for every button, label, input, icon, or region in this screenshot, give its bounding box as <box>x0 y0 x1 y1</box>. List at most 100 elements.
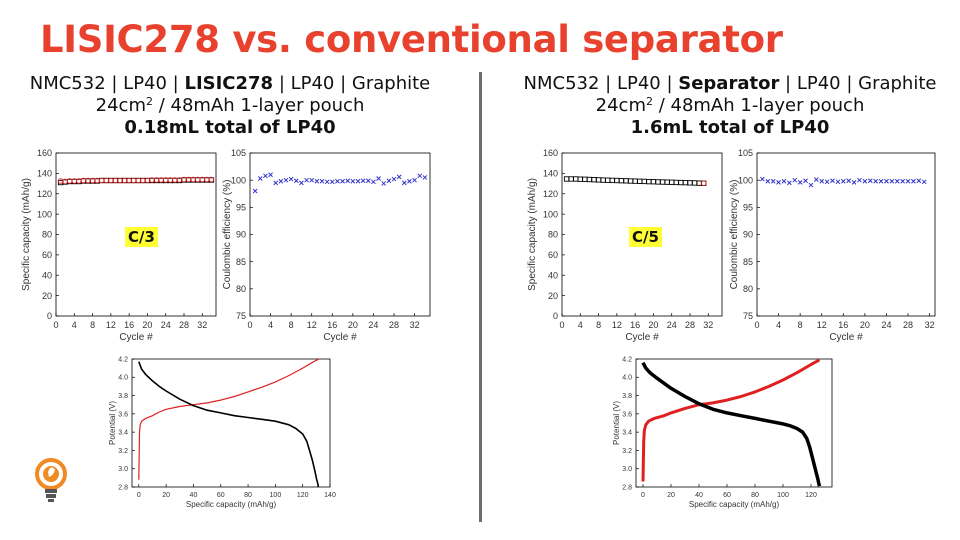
left-rate-label: C/3 <box>125 227 158 247</box>
data-point <box>646 178 652 185</box>
y-axis-label: Specific capacity (mAh/g) <box>21 178 32 291</box>
x-tick-label: 32 <box>410 320 420 330</box>
plot-frame <box>756 152 936 317</box>
x-tick-label: 60 <box>723 492 731 499</box>
data-point <box>803 178 808 184</box>
x-axis-label: Cycle # <box>119 332 153 343</box>
x-tick-label: 0 <box>53 320 58 330</box>
data-point <box>687 180 693 186</box>
data-point <box>273 180 279 186</box>
y-tick-label: 20 <box>42 291 52 301</box>
data-point <box>345 178 351 184</box>
x-tick-label: 4 <box>578 320 583 330</box>
data-point <box>396 174 402 180</box>
left-electrolyte: 0.18mL total of LP40 <box>124 117 336 138</box>
data-point <box>884 178 889 184</box>
x-tick-label: 80 <box>244 492 252 499</box>
data-point <box>208 176 215 183</box>
plot-frame <box>635 358 833 488</box>
series-line <box>138 358 320 480</box>
x-tick-label: 0 <box>247 320 252 330</box>
x-axis-label: Specific capacity (mAh/g) <box>689 500 780 509</box>
y-tick-label: 90 <box>236 230 246 240</box>
data-point <box>605 177 611 183</box>
y-tick-label: 120 <box>37 189 52 199</box>
data-point <box>623 178 629 184</box>
data-point <box>376 176 381 181</box>
data-point <box>126 177 132 184</box>
y-tick-label: 75 <box>743 311 753 321</box>
y-tick-label: 3.8 <box>622 393 632 400</box>
data-point <box>787 180 792 186</box>
y-tick-label: 100 <box>231 175 246 185</box>
x-tick-label: 24 <box>667 320 677 330</box>
y-tick-label: 3.0 <box>622 466 632 473</box>
x-tick-label: 4 <box>268 320 273 330</box>
x-tick-label: 20 <box>860 320 870 330</box>
x-tick-label: 8 <box>596 320 601 330</box>
left-cell-header: NMC532 | LP40 | LISIC278 | LP40 | Graphi… <box>0 73 460 139</box>
data-point <box>98 177 105 184</box>
y-tick-label: 2.8 <box>622 484 632 491</box>
data-point <box>862 178 868 184</box>
right-cell-stack: NMC532 | LP40 | Separator | LP40 | Graph… <box>523 73 937 94</box>
x-tick-label: 12 <box>106 320 116 330</box>
left-voltage-chart: 0 20 40 60 80 100 120 140 2.8 3.0 3.2 3.4 3.6 3.8 4.0 4… <box>108 356 336 509</box>
data-point <box>760 176 765 182</box>
data-point <box>682 179 689 186</box>
y-tick-label: 105 <box>231 148 246 158</box>
data-point <box>582 176 588 182</box>
data-point <box>130 177 137 184</box>
data-point <box>103 177 110 184</box>
data-point <box>830 178 835 184</box>
y-tick-label: 3.2 <box>622 448 632 455</box>
y-tick-label: 95 <box>743 202 753 212</box>
data-point <box>916 178 922 184</box>
data-point <box>355 178 361 184</box>
data-point <box>144 177 151 184</box>
right-electrolyte: 1.6mL total of LP40 <box>630 117 830 138</box>
data-point <box>365 178 371 184</box>
right-cell-header: NMC532 | LP40 | Separator | LP40 | Graph… <box>500 73 960 139</box>
x-tick-label: 24 <box>161 320 171 330</box>
data-point <box>669 179 675 185</box>
data-point <box>135 177 142 184</box>
y-tick-label: 20 <box>548 291 558 301</box>
y-tick-label: 3.6 <box>622 411 632 418</box>
data-point <box>586 176 593 183</box>
right-cell-format: 24cm2 / 48mAh 1-layer pouch <box>595 95 865 116</box>
y-tick-label: 4.0 <box>118 375 128 382</box>
data-point <box>573 176 579 182</box>
data-point <box>846 178 852 184</box>
x-tick-label: 12 <box>612 320 622 330</box>
x-tick-label: 120 <box>297 492 309 499</box>
x-tick-label: 100 <box>777 492 789 499</box>
x-tick-label: 20 <box>667 492 675 499</box>
y-tick-label: 4.2 <box>118 356 128 363</box>
data-point <box>263 173 268 179</box>
x-tick-label: 12 <box>817 320 827 330</box>
y-tick-label: 60 <box>42 250 52 260</box>
data-point <box>314 178 320 184</box>
x-tick-label: 20 <box>142 320 152 330</box>
x-tick-label: 20 <box>348 320 358 330</box>
data-point <box>595 177 602 183</box>
x-tick-label: 16 <box>838 320 848 330</box>
y-tick-label: 160 <box>543 148 558 158</box>
x-tick-label: 32 <box>197 320 207 330</box>
data-point <box>650 179 657 185</box>
y-axis-label: Coulombic efficiency (%) <box>729 180 740 290</box>
x-tick-label: 20 <box>648 320 658 330</box>
y-tick-label: 3.4 <box>622 430 632 437</box>
data-point <box>412 177 417 183</box>
y-tick-label: 75 <box>236 311 246 321</box>
x-tick-label: 28 <box>685 320 695 330</box>
data-point <box>568 176 574 182</box>
x-tick-label: 32 <box>703 320 713 330</box>
data-point <box>350 178 356 184</box>
data-point <box>257 176 263 181</box>
y-tick-label: 100 <box>543 209 558 219</box>
data-point <box>770 178 776 184</box>
left-capacity-chart: 0 4 8 12 16 20 24 28 32 0 20 40 60 80 100 120 140 160 Cycl… <box>21 148 217 343</box>
x-tick-label: 8 <box>798 320 803 330</box>
